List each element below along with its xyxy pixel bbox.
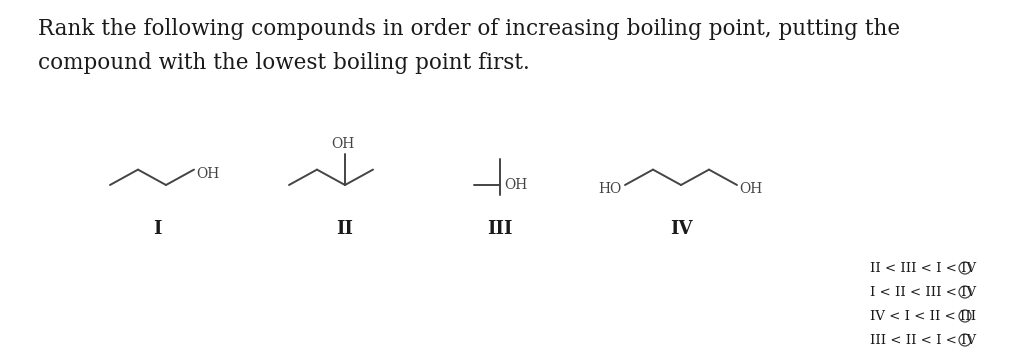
Text: OH: OH — [332, 137, 354, 151]
Text: III < II < I < IV: III < II < I < IV — [870, 334, 976, 347]
Text: OH: OH — [504, 178, 527, 192]
Text: II < III < I < IV: II < III < I < IV — [870, 261, 976, 274]
Text: HO: HO — [599, 182, 622, 196]
Text: IV < I < II < III: IV < I < II < III — [870, 310, 976, 322]
Text: I: I — [153, 220, 161, 238]
Text: compound with the lowest boiling point first.: compound with the lowest boiling point f… — [38, 52, 529, 74]
Text: III: III — [487, 220, 513, 238]
Text: Rank the following compounds in order of increasing boiling point, putting the: Rank the following compounds in order of… — [38, 18, 900, 40]
Text: OH: OH — [196, 167, 219, 181]
Text: I < II < III < IV: I < II < III < IV — [870, 286, 976, 298]
Text: IV: IV — [670, 220, 692, 238]
Text: II: II — [337, 220, 353, 238]
Text: OH: OH — [739, 182, 762, 196]
